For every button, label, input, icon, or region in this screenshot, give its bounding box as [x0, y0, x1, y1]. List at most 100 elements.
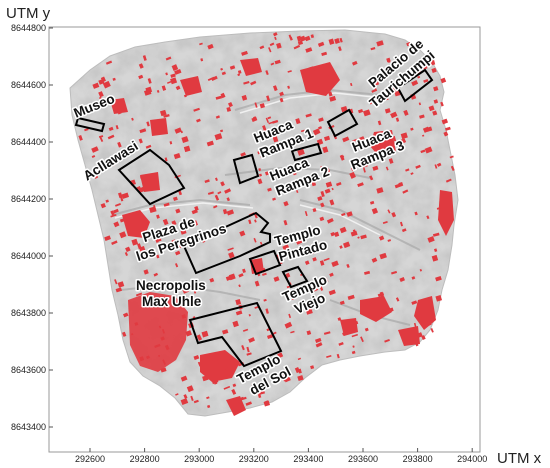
- highlight-speck: [257, 150, 261, 155]
- highlight-speck: [142, 55, 147, 61]
- huaca-rampa-1-outline: [232, 153, 260, 185]
- highlight-speck: [315, 342, 323, 348]
- highlight-speck: [320, 202, 325, 208]
- highlight-speck: [432, 232, 440, 237]
- highlight-speck: [273, 32, 278, 37]
- highlight-speck: [305, 113, 312, 118]
- highlight-speck: [370, 200, 375, 205]
- highlight-speck: [417, 75, 421, 79]
- highlight-speck: [322, 277, 329, 284]
- highlight-speck: [414, 341, 419, 347]
- highlight-speck: [426, 215, 430, 220]
- highlight-speck: [110, 214, 117, 218]
- highlight-speck: [358, 109, 364, 114]
- highlight-speck: [144, 282, 152, 287]
- highlight-speck: [357, 236, 360, 239]
- highlight-speck: [341, 155, 345, 158]
- highlight-speck: [317, 196, 323, 202]
- highlight-speck: [193, 289, 197, 294]
- y-tick-label: 8644800: [11, 23, 46, 33]
- highlight-speck: [181, 136, 189, 143]
- acllawasi-outline: [117, 148, 186, 206]
- highlight-speck: [340, 105, 348, 113]
- highlight-speck: [220, 181, 225, 187]
- museo-outline: [74, 116, 106, 133]
- highlight-speck: [105, 199, 109, 203]
- highlight-speck: [258, 168, 262, 172]
- highlight-speck: [355, 320, 359, 325]
- highlight-speck: [175, 85, 181, 91]
- highlight-speck: [402, 189, 409, 194]
- highlight-speck: [350, 230, 358, 237]
- highlight-speck: [401, 228, 407, 233]
- highlight-speck: [246, 346, 250, 353]
- highlight-speck: [435, 294, 443, 302]
- highlight-speck: [384, 108, 391, 114]
- highlight-speck: [246, 352, 252, 356]
- highlight-speck: [307, 178, 312, 184]
- highlight-speck: [289, 36, 293, 41]
- highlight-speck: [222, 329, 229, 335]
- highlight-speck: [374, 81, 380, 86]
- highlight-speck: [380, 91, 387, 96]
- highlight-speck: [254, 219, 257, 223]
- highlight-speck: [183, 394, 188, 399]
- highlight-speck: [411, 80, 419, 87]
- highlight-speck: [251, 116, 258, 122]
- highlight-speck: [122, 312, 129, 318]
- highlight-speck: [215, 95, 223, 100]
- highlight-speck: [91, 146, 99, 153]
- highlight-speck: [273, 276, 280, 282]
- highlight-speck: [197, 361, 202, 367]
- highlight-speck: [138, 186, 146, 193]
- highlight-speck: [266, 95, 271, 102]
- highlight-speck: [194, 299, 201, 306]
- y-tick-label: 8644000: [11, 251, 46, 261]
- highlight-speck: [213, 205, 218, 209]
- highlight-speck: [137, 243, 142, 250]
- highlight-speck: [395, 297, 400, 302]
- highlight-speck: [139, 175, 144, 180]
- highlight-speck: [328, 72, 335, 78]
- highlight-speck: [196, 118, 201, 123]
- palacio-de-taurichumpi-outline: [396, 68, 434, 103]
- y-tick-label: 8643400: [11, 422, 46, 432]
- highlight-speck: [94, 174, 99, 179]
- highlight-speck: [107, 134, 115, 140]
- highlight-speck: [241, 344, 245, 351]
- highlight-speck: [386, 57, 391, 63]
- highlight-speck: [331, 187, 334, 191]
- highlight-speck: [312, 128, 321, 136]
- highlight-speck: [227, 247, 234, 251]
- highlight-speck: [360, 304, 367, 309]
- highlight-speck: [170, 73, 176, 78]
- highlight-speck: [339, 245, 343, 249]
- highlight-speck: [235, 310, 243, 316]
- highlight-speck: [324, 188, 331, 194]
- highlight-speck: [398, 181, 404, 187]
- highlight-speck: [213, 379, 218, 385]
- highlight-speck: [199, 42, 203, 46]
- highlight-speck: [242, 328, 249, 332]
- highlight-speck: [334, 231, 340, 237]
- highlight-speck: [346, 211, 353, 217]
- highlight-speck: [290, 330, 295, 334]
- highlight-speck: [257, 393, 262, 399]
- highlight-speck: [424, 146, 433, 154]
- highlight-speck: [131, 238, 139, 246]
- highlight-speck: [414, 211, 418, 216]
- highlight-speck: [351, 333, 358, 338]
- highlight-speck: [131, 333, 134, 336]
- highlight-speck: [290, 294, 295, 301]
- highlight-speck: [171, 220, 177, 226]
- highlight-speck: [329, 272, 334, 277]
- highlight-speck: [351, 350, 356, 355]
- highlight-speck: [220, 129, 224, 133]
- highlight-speck: [146, 121, 150, 127]
- highlight-speck: [399, 138, 407, 145]
- highlight-speck: [248, 58, 256, 64]
- highlight-speck: [117, 281, 125, 288]
- y-axis-title: UTM y: [6, 5, 51, 22]
- highlight-speck: [342, 331, 349, 336]
- highlight-speck: [309, 287, 315, 293]
